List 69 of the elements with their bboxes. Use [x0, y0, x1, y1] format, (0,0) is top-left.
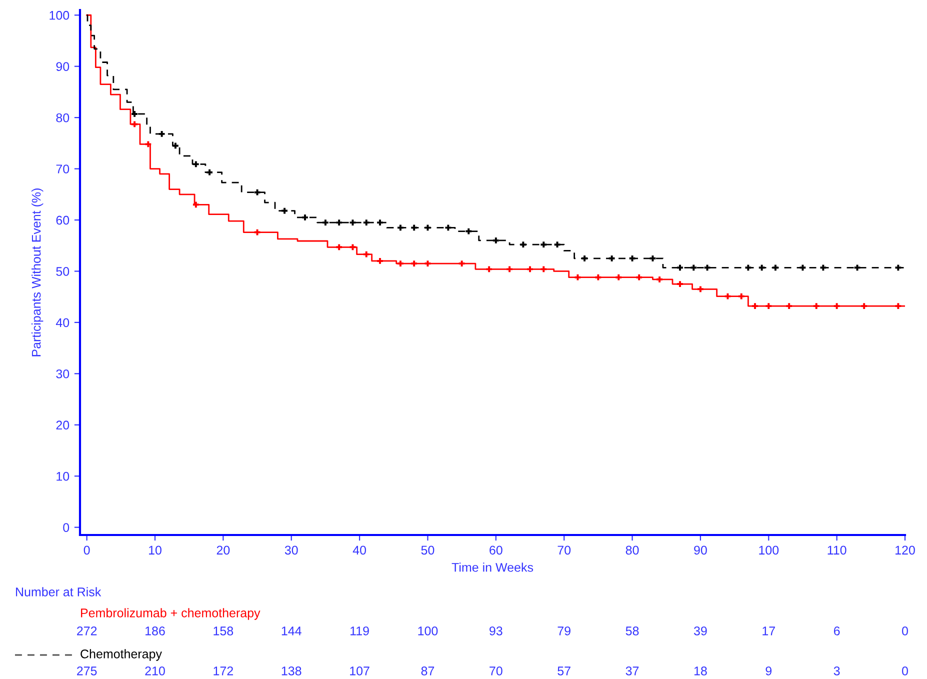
- text: 17: [762, 626, 775, 636]
- text: 70: [490, 666, 502, 676]
- y-tick-label: 30: [56, 369, 70, 378]
- text: Pembrolizumab + chemotherapy: [81, 608, 260, 620]
- x-tick-label: 60: [490, 546, 502, 555]
- text: 0: [902, 626, 908, 636]
- text: 6: [834, 626, 840, 636]
- point: [336, 220, 342, 226]
- text: 275: [77, 666, 97, 676]
- x-tick-label: 0: [84, 546, 90, 555]
- y-tick-label: 0: [63, 523, 70, 532]
- x-tick-label: 20: [216, 546, 230, 555]
- text: 172: [214, 666, 233, 676]
- text: 186: [146, 626, 165, 636]
- x-tick-label: 70: [558, 546, 571, 555]
- x-tick-label: 40: [352, 546, 366, 555]
- y-tick-label: 100: [50, 10, 70, 20]
- text: 158: [214, 626, 234, 636]
- text: 119: [350, 626, 369, 636]
- x-tick-label: 90: [694, 546, 707, 555]
- text: 18: [694, 666, 707, 676]
- y-tick-label: 20: [56, 420, 70, 430]
- point: [445, 224, 452, 231]
- text: 79: [558, 626, 570, 636]
- text: 210: [145, 666, 165, 676]
- y-axis-title: Participants Without Event (%): [32, 188, 44, 356]
- text: 93: [490, 626, 502, 636]
- point: [704, 264, 710, 271]
- text: 39: [694, 626, 707, 636]
- point: [492, 238, 499, 244]
- point: [650, 255, 656, 262]
- y-tick-label: 60: [56, 216, 70, 225]
- y-tick-label: 40: [56, 318, 70, 328]
- point: [192, 161, 199, 168]
- x-tick-label: 110: [828, 546, 846, 555]
- point: [690, 264, 697, 271]
- point: [350, 220, 356, 226]
- x-tick-label: 100: [759, 546, 779, 555]
- point: [854, 264, 860, 271]
- text: 87: [421, 666, 434, 676]
- text: 0: [902, 666, 908, 676]
- y-tick-label: 10: [56, 472, 70, 481]
- text: 37: [626, 666, 639, 676]
- x-tick-label: 80: [626, 546, 639, 555]
- text: 57: [558, 666, 570, 676]
- text: 272: [77, 626, 97, 636]
- text: 107: [350, 666, 370, 676]
- y-tick-label: 70: [56, 164, 70, 174]
- x-tick-label: 30: [284, 546, 298, 555]
- x-axis-title: Time in Weeks: [452, 562, 534, 572]
- text: Chemotherapy: [80, 649, 162, 661]
- y-tick-label: 80: [56, 113, 70, 122]
- text: 144: [282, 626, 302, 636]
- text: 138: [282, 666, 302, 676]
- x-tick-label: 120: [896, 546, 915, 555]
- text: 58: [626, 626, 639, 636]
- text: 9: [766, 666, 772, 676]
- point: [322, 220, 328, 226]
- x-tick-label: 10: [149, 546, 162, 555]
- text: Number at Risk: [16, 587, 102, 596]
- point: [466, 228, 472, 234]
- text: 3: [834, 666, 840, 676]
- point: [132, 111, 138, 117]
- point: [540, 242, 547, 248]
- y-tick-label: 90: [56, 62, 70, 71]
- x-tick-label: 50: [421, 546, 434, 555]
- y-tick-label: 50: [56, 267, 70, 276]
- point: [254, 189, 260, 196]
- text: 100: [418, 626, 438, 636]
